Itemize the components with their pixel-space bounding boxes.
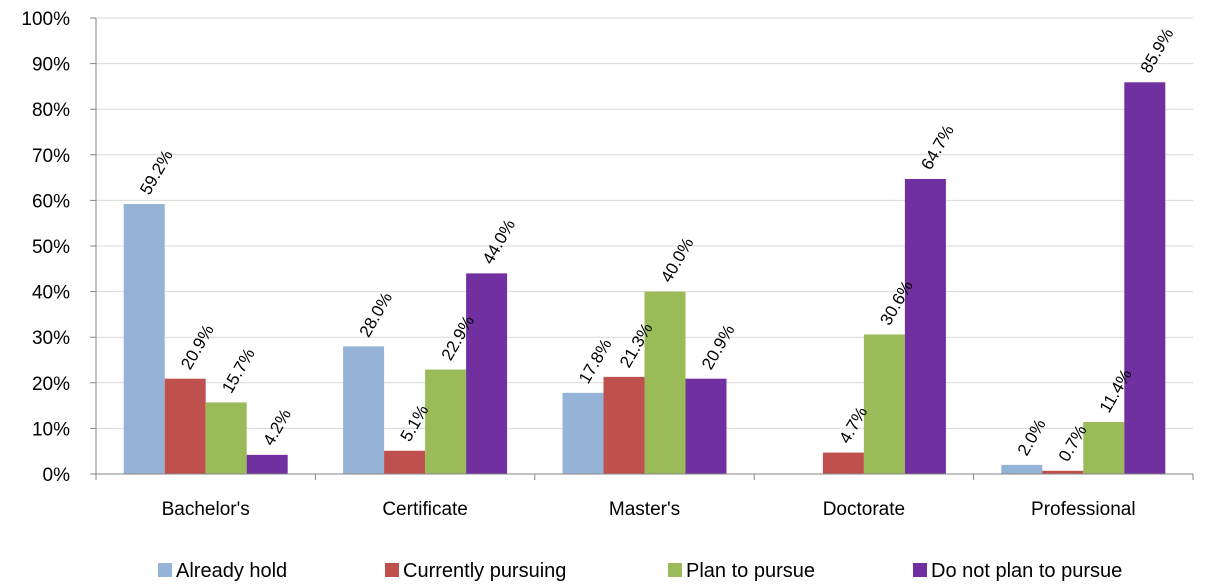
category-label: Master's	[609, 499, 680, 520]
y-tick-label: 0%	[43, 465, 71, 486]
category-labels: Bachelor's Certificate Master's Doctorate Pr…	[162, 499, 1136, 520]
data-label: 2.0%	[1014, 416, 1050, 459]
y-tick-label: 20%	[32, 374, 70, 395]
bar	[603, 376, 645, 474]
bar	[562, 392, 604, 474]
bar	[1124, 82, 1166, 475]
y-tick-label: 100%	[21, 9, 70, 30]
bar	[425, 369, 467, 474]
category-label: Bachelor's	[162, 499, 250, 520]
bar	[863, 334, 905, 474]
bar	[1042, 470, 1084, 474]
y-tick-label: 60%	[32, 191, 70, 212]
y-tick-labels: 0% 10% 20% 30% 40% 50% 60% 70% 80% 90% 100%	[21, 9, 70, 486]
data-label: 20.9%	[698, 321, 739, 372]
legend-label: Already hold	[176, 560, 287, 582]
bar	[343, 346, 385, 474]
bar	[205, 402, 247, 474]
y-tick-label: 70%	[32, 146, 70, 167]
bar	[164, 378, 206, 474]
bar	[822, 452, 864, 474]
data-label: 4.2%	[259, 406, 295, 449]
y-tick-label: 50%	[32, 237, 70, 258]
legend-swatch	[385, 563, 399, 577]
y-tick-label: 90%	[32, 55, 70, 76]
gridlines	[96, 17, 1193, 429]
category-label: Certificate	[382, 499, 468, 520]
legend: Already hold Currently pursuing Plan to pu…	[158, 560, 1122, 582]
bar	[904, 178, 946, 474]
bars	[123, 82, 1166, 475]
legend-swatch	[668, 563, 682, 577]
data-label: 20.9%	[177, 321, 218, 372]
bar	[644, 291, 686, 474]
y-tick-label: 30%	[32, 328, 70, 349]
legend-label: Plan to pursue	[686, 560, 815, 582]
category-label: Professional	[1031, 499, 1136, 520]
bar	[685, 378, 727, 474]
bar	[123, 204, 165, 474]
bar	[1001, 464, 1043, 474]
legend-swatch	[913, 563, 927, 577]
data-label: 85.9%	[1137, 25, 1178, 76]
legend-swatch	[158, 563, 172, 577]
bar	[246, 454, 288, 474]
category-label: Doctorate	[823, 499, 905, 520]
y-tick-label: 10%	[32, 419, 70, 440]
data-label: 44.0%	[479, 216, 520, 267]
legend-label: Currently pursuing	[403, 560, 566, 582]
y-tick-label: 80%	[32, 100, 70, 121]
data-label: 40.0%	[657, 234, 698, 285]
y-tick-label: 40%	[32, 283, 70, 304]
bar	[466, 273, 508, 474]
data-label: 15.7%	[218, 345, 259, 396]
legend-label: Do not plan to pursue	[931, 560, 1122, 582]
bar	[384, 450, 426, 474]
data-label: 28.0%	[356, 289, 397, 340]
axes	[90, 17, 1194, 480]
data-label: 64.7%	[917, 122, 958, 173]
bar	[1083, 422, 1125, 474]
